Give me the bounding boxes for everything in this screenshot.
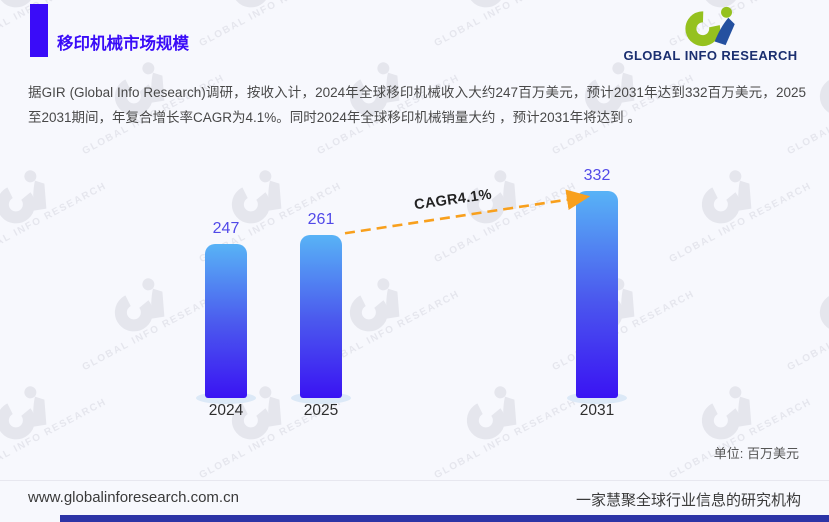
footer-website: www.globalinforesearch.com.cn <box>28 489 239 506</box>
x-axis-label: 2025 <box>303 402 339 419</box>
gi-logo-icon <box>618 5 803 47</box>
bar-value-label: 261 <box>307 211 335 229</box>
logo-word-info: INFO <box>684 48 718 63</box>
logo-text: GLOBAL INFO RESEARCH <box>618 48 803 63</box>
watermark: GLOBAL INFO RESEARCH <box>411 0 579 49</box>
bar-2024 <box>205 243 247 398</box>
bar-chart: CAGR4.1% 247 2024 261 2025 332 2031 <box>0 160 829 430</box>
title-accent-bar <box>30 4 48 57</box>
bar-value-label: 332 <box>583 166 611 184</box>
company-logo: GLOBAL INFO RESEARCH <box>618 5 803 63</box>
watermark-text: GLOBAL INFO RESEARCH <box>197 0 344 50</box>
bar-value-label: 247 <box>212 219 240 237</box>
x-axis-label: 2031 <box>579 402 615 419</box>
footer-tagline: 一家慧聚全球行业信息的研究机构 <box>575 492 801 509</box>
x-axis-label: 2024 <box>208 402 244 419</box>
logo-word-research: RESEARCH <box>721 48 798 63</box>
footer-divider <box>0 480 829 481</box>
bar-2031 <box>576 190 618 398</box>
intro-paragraph: 据GIR (Global Info Research)调研，按收入计，2024年… <box>28 85 806 125</box>
watermark-text: GLOBAL INFO RESEARCH <box>432 0 579 50</box>
cagr-annotation: CAGR4.1% <box>413 186 493 214</box>
unit-label: 单位: 百万美元 <box>713 446 799 461</box>
logo-word-global: GLOBAL <box>623 48 681 63</box>
page-title: 移印机械市场规模 <box>57 35 189 53</box>
bar-2025 <box>300 235 342 398</box>
footer-accent-bar <box>60 515 829 522</box>
watermark: GLOBAL INFO RESEARCH <box>176 0 344 49</box>
